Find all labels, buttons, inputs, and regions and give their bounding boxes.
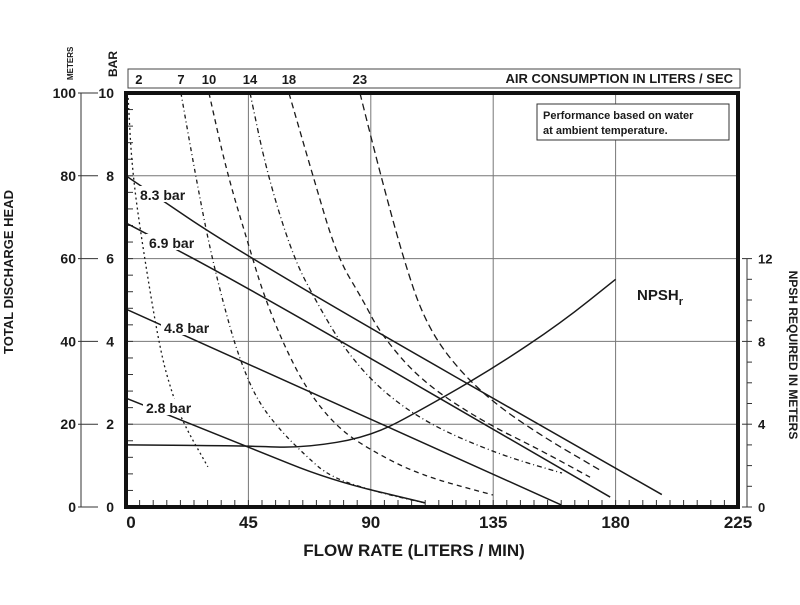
npsh-tick: 8 (758, 334, 765, 349)
y-tick-bar: 2 (106, 416, 114, 432)
label-2-8-bar: 2.8 bar (146, 400, 192, 416)
air-curve-23 (359, 92, 601, 471)
y-tick-bar: 4 (106, 333, 114, 349)
y-tick-bar: 0 (106, 499, 114, 515)
label-8-3-bar: 8.3 bar (140, 187, 186, 203)
air-curve-18 (288, 92, 591, 478)
left-unit-meters: METERS (66, 46, 75, 80)
air-consumption-box (127, 68, 741, 89)
x-tick: 0 (126, 513, 135, 532)
note-box (536, 103, 730, 141)
air-label-14: 14 (243, 72, 258, 87)
y-tick-meters: 0 (68, 499, 76, 515)
minor-ticks (126, 109, 752, 507)
air-consumption-labels: 2 7 10 14 18 23 (135, 72, 367, 87)
right-axis-labels: 12 8 4 0 (742, 252, 772, 515)
npsh-tick: 4 (758, 417, 766, 432)
plot-frame (124, 91, 740, 509)
label-6-9-bar: 6.9 bar (149, 235, 195, 251)
air-consumption-curves (127, 92, 601, 504)
y-tick-meters: 80 (60, 168, 76, 184)
npsh-curve (125, 278, 617, 448)
left-unit-bar: BAR (106, 51, 120, 77)
note-line-2: at ambient temperature. (543, 125, 668, 137)
x-tick: 180 (601, 513, 629, 532)
air-label-2: 2 (135, 72, 142, 87)
x-axis-title: FLOW RATE (LITERS / MIN) (303, 541, 525, 560)
air-label-23: 23 (353, 72, 367, 87)
y-tick-meters: 60 (60, 251, 76, 267)
y-tick-bar: 10 (98, 85, 114, 101)
y-tick-meters: 20 (60, 416, 76, 432)
y-tick-bar: 8 (106, 168, 114, 184)
top-axis-label: AIR CONSUMPTION IN LITERS / SEC (505, 71, 733, 86)
npsh-curve-line (125, 278, 617, 448)
x-tick: 225 (724, 513, 752, 532)
x-tick: 90 (361, 513, 380, 532)
grid (126, 93, 738, 507)
label-4-8-bar: 4.8 bar (164, 320, 210, 336)
x-tick: 45 (239, 513, 258, 532)
pressure-curve-6-9-bar (125, 222, 611, 498)
npsh-tick: 0 (758, 500, 765, 515)
air-curve-14 (249, 92, 563, 474)
note-line-1: Performance based on water (543, 110, 694, 122)
label-npsh: NPSHr (637, 287, 684, 308)
air-label-7: 7 (177, 72, 184, 87)
series-labels: 8.3 bar 6.9 bar 4.8 bar 2.8 bar NPSHr (137, 186, 684, 416)
x-tick: 135 (479, 513, 507, 532)
y-tick-meters: 40 (60, 333, 76, 349)
air-label-10: 10 (202, 72, 216, 87)
pressure-curve-8-3-bar (125, 175, 663, 496)
y-tick-bar: 6 (106, 251, 114, 267)
air-curve-10 (208, 92, 494, 496)
pressure-curve-4-8-bar (125, 308, 562, 506)
air-curve-7 (180, 92, 426, 504)
y-axis-title-left: TOTAL DISCHARGE HEAD (1, 190, 16, 354)
air-label-18: 18 (282, 72, 296, 87)
y-axis-title-right: NPSH REQUIRED IN METERS (786, 271, 800, 440)
x-axis-labels: 0 45 90 135 180 225 (126, 513, 752, 532)
npsh-tick: 12 (758, 252, 772, 267)
y-tick-meters: 100 (53, 85, 77, 101)
